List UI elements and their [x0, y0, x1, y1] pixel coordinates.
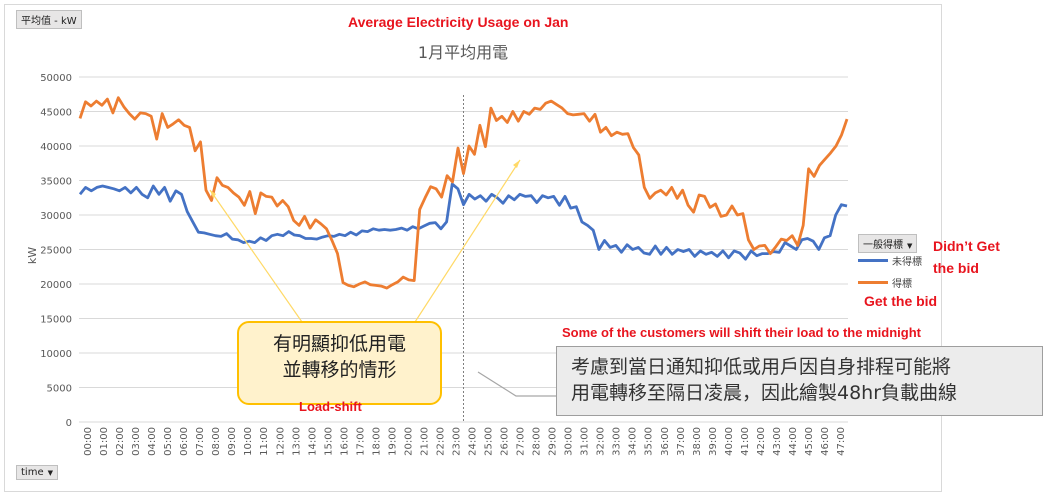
callout-48hr: 考慮到當日通知抑低或用戶因自身排程可能將 用電轉移至隔日凌晨，因此繪製48hr負… — [556, 346, 1043, 416]
x-tick-label: 09:00 — [227, 427, 238, 456]
x-tick-label: 04:00 — [147, 427, 158, 456]
x-tick-label: 44:00 — [788, 427, 799, 456]
x-tick-label: 45:00 — [804, 427, 815, 456]
load-shift-label: Load-shift — [299, 399, 362, 414]
legend-field-button[interactable]: 一般得標 ▼ — [858, 234, 918, 253]
x-tick-label: 28:00 — [532, 427, 543, 456]
x-tick-label: 33:00 — [612, 427, 623, 456]
x-tick-label: 46:00 — [820, 427, 831, 456]
y-tick-label: 35000 — [40, 177, 72, 188]
pointer-arrowhead — [513, 160, 520, 168]
x-tick-label: 40:00 — [724, 427, 735, 456]
legend-swatch-blue — [858, 259, 888, 262]
axis-field-button[interactable]: time ▼ — [16, 465, 58, 480]
y-tick-label: 10000 — [40, 349, 72, 360]
y-tick-label: 45000 — [40, 108, 72, 119]
x-tick-label: 25:00 — [484, 427, 495, 456]
x-tick-label: 15:00 — [323, 427, 334, 456]
legend-label-blue: 未得標 — [892, 257, 922, 268]
legend-swatch-orange — [858, 281, 888, 284]
x-tick-label: 12:00 — [275, 427, 286, 456]
x-tick-label: 37:00 — [676, 427, 687, 456]
x-tick-label: 01:00 — [99, 427, 110, 456]
y-tick-label: 50000 — [40, 73, 72, 84]
x-tick-label: 29:00 — [548, 427, 559, 456]
x-tick-label: 11:00 — [259, 427, 270, 456]
y-tick-label: 0 — [66, 418, 72, 429]
didnt-get-annotation: Didn’t Get the bid — [933, 235, 1000, 279]
x-tick-label: 14:00 — [307, 427, 318, 456]
legend-item-orange[interactable]: 得標 — [858, 275, 928, 290]
x-tick-label: 47:00 — [836, 427, 847, 456]
series-line-orange — [78, 96, 849, 290]
legend-label-orange: 得標 — [892, 279, 912, 290]
x-tick-label: 05:00 — [163, 427, 174, 456]
x-tick-label: 18:00 — [371, 427, 382, 456]
x-tick-label: 03:00 — [131, 427, 142, 456]
x-tick-label: 06:00 — [179, 427, 190, 456]
pointer-arrowhead — [210, 190, 216, 198]
top-title-annotation: Average Electricity Usage on Jan — [348, 14, 569, 30]
x-tick-label: 19:00 — [387, 427, 398, 456]
dropdown-arrow-icon: ▼ — [47, 469, 53, 477]
x-tick-label: 35:00 — [644, 427, 655, 456]
y-tick-label: 25000 — [40, 246, 72, 257]
x-tick-label: 17:00 — [355, 427, 366, 456]
customers-note: Some of the customers will shift their l… — [562, 325, 921, 340]
y-tick-label: 40000 — [40, 142, 72, 153]
x-tick-label: 20:00 — [403, 427, 414, 456]
x-tick-label: 27:00 — [516, 427, 527, 456]
x-tick-label: 24:00 — [468, 427, 479, 456]
x-tick-label: 26:00 — [500, 427, 511, 456]
x-tick-label: 31:00 — [580, 427, 591, 456]
chart-title: 1月平均用電 — [418, 43, 508, 62]
x-tick-label: 21:00 — [419, 427, 430, 456]
value-field-button[interactable]: 平均值 - kW — [16, 10, 82, 29]
x-tick-label: 08:00 — [211, 427, 222, 456]
callout-right-line-2: 用電轉移至隔日凌晨，因此繪製48hr負載曲線 — [571, 382, 958, 404]
connector-line — [477, 371, 556, 397]
x-tick-label: 00:00 — [83, 427, 94, 456]
didnt-get-line-1: Didn’t Get — [933, 238, 1000, 254]
x-tick-label: 43:00 — [772, 427, 783, 456]
y-axis-label: kW — [26, 247, 39, 264]
x-tick-label: 32:00 — [596, 427, 607, 456]
x-tick-label: 22:00 — [435, 427, 446, 456]
x-tick-label: 36:00 — [660, 427, 671, 456]
x-tick-label: 23:00 — [451, 427, 462, 456]
series-line-blue — [78, 182, 848, 261]
y-tick-label: 5000 — [47, 384, 72, 395]
x-tick-label: 41:00 — [740, 427, 751, 456]
x-tick-label: 38:00 — [692, 427, 703, 456]
x-tick-label: 07:00 — [195, 427, 206, 456]
callout-load-shift: 有明顯抑低用電 並轉移的情形 — [237, 321, 442, 405]
legend-item-blue[interactable]: 未得標 — [858, 253, 928, 268]
callout-right-line-1: 考慮到當日通知抑低或用戶因自身排程可能將 — [571, 356, 952, 378]
didnt-get-line-2: the bid — [933, 260, 979, 276]
dropdown-arrow-icon: ▼ — [907, 242, 913, 250]
x-tick-label: 39:00 — [708, 427, 719, 456]
y-tick-label: 30000 — [40, 211, 72, 222]
x-tick-label: 10:00 — [243, 427, 254, 456]
get-bid-annotation: Get the bid — [864, 293, 938, 309]
callout-left-line-1: 有明顯抑低用電 — [272, 333, 406, 355]
x-tick-label: 13:00 — [291, 427, 302, 456]
x-tick-label: 16:00 — [339, 427, 350, 456]
pointer-line — [414, 159, 521, 323]
x-tick-label: 30:00 — [564, 427, 575, 456]
y-tick-label: 20000 — [40, 280, 72, 291]
callout-left-line-2: 並轉移的情形 — [282, 359, 397, 381]
x-tick-label: 02:00 — [115, 427, 126, 456]
x-tick-label: 42:00 — [756, 427, 767, 456]
pointer-line — [209, 189, 303, 323]
y-tick-label: 15000 — [40, 315, 72, 326]
x-tick-label: 34:00 — [628, 427, 639, 456]
